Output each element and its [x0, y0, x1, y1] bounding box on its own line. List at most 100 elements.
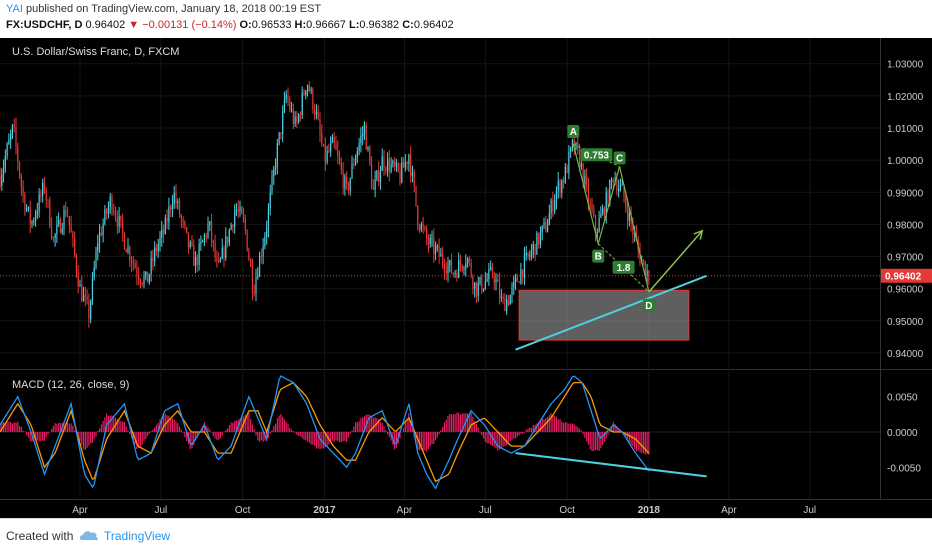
macd-histogram-bar — [337, 431, 339, 442]
candle-body — [223, 247, 225, 259]
candle-body — [242, 213, 245, 219]
tradingview-cloud-icon[interactable] — [78, 528, 100, 542]
macd-histogram-bar — [189, 431, 191, 450]
macd-histogram-bar — [315, 431, 318, 449]
macd-histogram-bar — [253, 429, 255, 432]
tradingview-link[interactable]: TradingView — [104, 529, 171, 543]
candle-body — [498, 281, 501, 299]
macd-histogram-bar — [442, 426, 444, 432]
candle-body — [198, 243, 200, 265]
candle-body — [344, 176, 346, 189]
candle-body — [452, 273, 454, 275]
candle-body — [369, 147, 371, 164]
candle-body — [418, 225, 421, 230]
macd-histogram-bar — [497, 431, 499, 451]
macd-histogram-bar — [354, 422, 357, 432]
macd-histogram-bar — [410, 420, 412, 432]
pattern-point-marker — [613, 151, 626, 165]
macd-histogram-bar — [459, 414, 462, 432]
candle-body — [486, 279, 488, 282]
candle-body — [413, 171, 415, 186]
macd-histogram-bar — [54, 423, 56, 432]
publish-line: YAI published on TradingView.com, Januar… — [6, 3, 321, 15]
macd-histogram-bar — [346, 431, 348, 443]
candle-body — [392, 160, 394, 165]
macd-histogram-bar — [79, 431, 81, 441]
macd-histogram-bar — [500, 431, 502, 449]
candle-body — [173, 192, 175, 204]
candle-body — [2, 166, 5, 176]
candle-body — [6, 144, 8, 157]
candle-body — [228, 229, 230, 244]
macd-histogram-bar — [399, 431, 401, 439]
candle-body — [168, 206, 170, 223]
candle-body — [273, 168, 275, 177]
candle-body — [422, 223, 424, 228]
candle-body — [326, 150, 328, 163]
candle-body — [417, 205, 419, 226]
candle-body — [36, 211, 38, 215]
macd-histogram-bar — [447, 415, 449, 432]
macd-tick-label: 0.0050 — [887, 393, 918, 404]
candle-body — [170, 206, 172, 210]
candle-body — [184, 221, 186, 227]
macd-histogram-bar — [203, 422, 206, 432]
chart-svg[interactable]: U.S. Dollar/Swiss Franc, D, FXCM MACD (12… — [0, 38, 932, 518]
candle-body — [443, 263, 446, 271]
candle-body — [196, 256, 198, 265]
macd-histogram-bar — [628, 431, 630, 443]
candle-body — [230, 224, 232, 230]
candle-body — [282, 111, 284, 134]
low-label: L: — [348, 19, 360, 31]
macd-histogram-bar — [482, 431, 485, 439]
candle-body — [354, 157, 357, 166]
macd-histogram-bar — [450, 414, 453, 432]
macd-histogram-bar — [378, 419, 380, 432]
candle-body — [561, 180, 563, 193]
candle-body — [427, 239, 430, 245]
macd-histogram-bar — [4, 422, 6, 432]
price-tick-label: 0.94000 — [887, 349, 924, 360]
candle-body — [132, 262, 134, 264]
candle-body — [84, 295, 86, 297]
candle-body — [450, 260, 453, 274]
candle-body — [17, 145, 19, 163]
chart-area[interactable]: U.S. Dollar/Swiss Franc, D, FXCM MACD (12… — [0, 38, 932, 518]
candle-body — [468, 258, 470, 263]
pattern-point-marker — [642, 298, 655, 312]
macd-histogram-bar — [449, 413, 451, 432]
macd-histogram-bar — [648, 431, 650, 455]
candle-body — [77, 272, 79, 287]
time-tick-label: Apr — [721, 505, 737, 516]
candle-body — [141, 282, 143, 284]
macd-histogram-bar — [273, 426, 275, 432]
candle-body — [187, 232, 190, 247]
macd-histogram-bar — [529, 427, 531, 432]
candle-body — [65, 210, 67, 216]
pattern-point-label: C — [616, 154, 623, 165]
candle-body — [513, 281, 515, 288]
candle-body — [532, 244, 534, 250]
author-link[interactable]: YAI — [6, 3, 23, 15]
macd-histogram-bar — [536, 423, 538, 432]
macd-histogram-bar — [426, 431, 428, 452]
candle-body — [278, 132, 280, 144]
macd-histogram-bar — [468, 414, 470, 432]
macd-histogram-bar — [82, 431, 85, 449]
macd-histogram-bar — [88, 431, 90, 446]
candle-body — [401, 162, 403, 183]
price-tick-label: 1.01000 — [887, 124, 924, 135]
close-value: 0.96402 — [413, 19, 454, 31]
candle-body — [610, 179, 613, 181]
candle-body — [568, 152, 570, 173]
pattern-point-label: A — [570, 127, 577, 138]
macd-histogram-bar — [383, 426, 385, 432]
candle-body — [424, 227, 426, 229]
macd-histogram-bar — [429, 431, 431, 447]
macd-histogram-bar — [116, 419, 118, 432]
candle-body — [306, 85, 309, 91]
candle-body — [274, 166, 277, 169]
candle-body — [534, 244, 536, 255]
candle-body — [42, 182, 44, 196]
candle-body — [312, 89, 314, 110]
